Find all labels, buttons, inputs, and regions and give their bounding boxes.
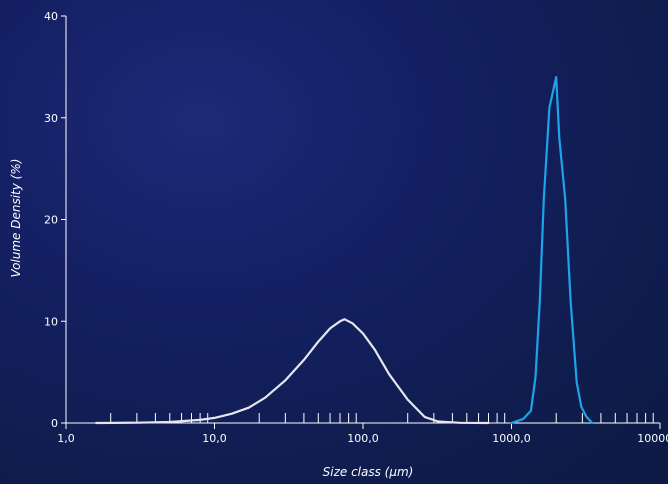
series-line-1 (95, 318, 490, 425)
x-tick-label: 10,0 (202, 432, 227, 445)
y-axis-title: Volume Density (%) (9, 159, 23, 278)
x-tick-label: 10000,0 (637, 432, 668, 445)
plot-area: 0 10 20 30 40 1,0 10,0 100,0 1000,0 10000,0 (44, 10, 668, 445)
series-line-2 (510, 76, 594, 425)
y-tick-label: 0 (51, 417, 58, 430)
y-tick-label: 40 (44, 10, 58, 23)
y-tick-label: 20 (44, 214, 58, 227)
x-tick-label: 100,0 (347, 432, 379, 445)
x-tick-label: 1,0 (57, 432, 75, 445)
y-tick-label: 10 (44, 315, 58, 328)
y-tick-label: 30 (44, 112, 58, 125)
x-axis-title: Size class (µm) (323, 465, 414, 479)
x-tick-label: 1000,0 (492, 432, 531, 445)
